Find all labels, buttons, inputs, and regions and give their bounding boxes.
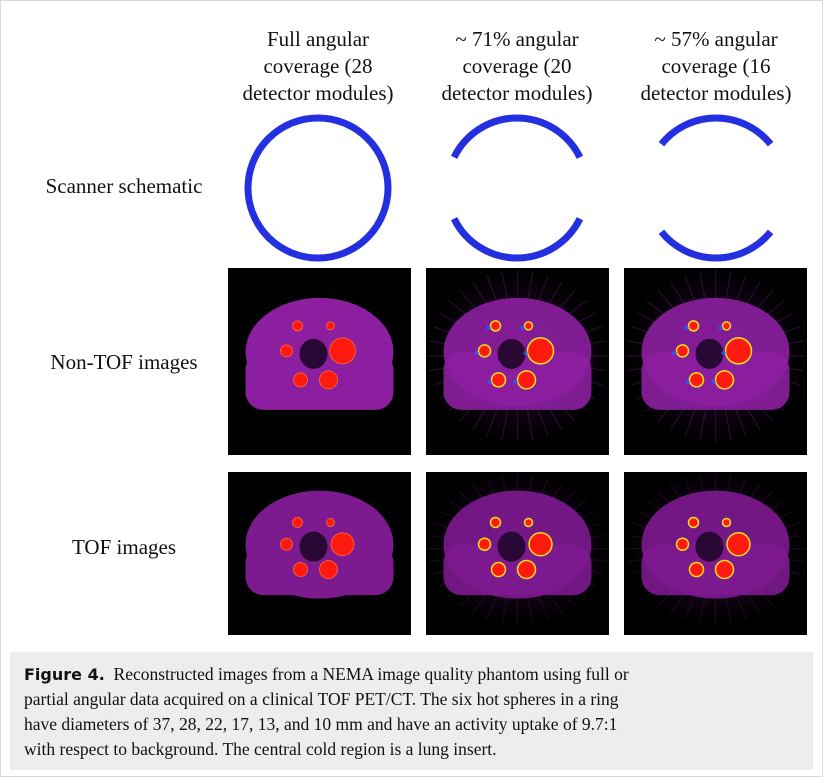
hot-sphere — [716, 371, 734, 389]
hot-sphere — [479, 345, 491, 357]
artifact — [523, 351, 527, 355]
artifact — [684, 326, 688, 330]
artifact — [718, 326, 722, 330]
hot-sphere — [677, 345, 689, 357]
cold-insert — [696, 339, 724, 369]
hot-sphere — [727, 533, 750, 556]
artifact — [721, 351, 725, 355]
caption-line: have diameters of 37, 28, 22, 17, 13, an… — [24, 712, 813, 737]
caption-line: partial angular data acquired on a clini… — [24, 687, 813, 712]
cold-insert — [300, 532, 328, 562]
column-header: ~ 71% angular coverage (20 detector modu… — [417, 26, 617, 107]
hot-sphere — [528, 338, 554, 364]
phantom-image — [426, 268, 609, 455]
header-line: coverage (16 — [616, 53, 816, 80]
hot-sphere — [491, 321, 501, 331]
phantom-image — [228, 268, 411, 455]
scanner-schematics — [248, 118, 771, 258]
hot-sphere — [726, 338, 752, 364]
full-ring — [248, 118, 388, 258]
artifact — [520, 326, 524, 330]
hot-sphere — [479, 538, 491, 550]
hot-sphere — [294, 563, 308, 577]
hot-sphere — [491, 517, 501, 527]
hot-sphere — [492, 563, 506, 577]
artifact — [474, 351, 478, 355]
hot-sphere — [330, 338, 356, 364]
artifact — [672, 351, 676, 355]
ring-arc — [661, 118, 770, 144]
hot-sphere — [716, 561, 734, 579]
hot-sphere — [327, 322, 335, 330]
caption-line: with respect to background. The central … — [24, 737, 813, 762]
header-line: detector modules) — [417, 80, 617, 107]
hot-sphere — [723, 518, 731, 526]
cold-insert — [696, 532, 724, 562]
caption-text: Reconstructed images from a NEMA image q… — [114, 664, 629, 684]
hot-sphere — [677, 538, 689, 550]
cold-insert — [498, 339, 526, 369]
ring-arc — [454, 118, 580, 157]
header-line: Full angular — [218, 26, 418, 53]
column-header: Full angular coverage (28 detector modul… — [218, 26, 418, 107]
header-line: detector modules) — [616, 80, 816, 107]
row-label: TOF images — [24, 535, 224, 560]
ring-arc — [661, 232, 770, 258]
phantom-image — [228, 472, 411, 635]
header-line: detector modules) — [218, 80, 418, 107]
hot-sphere — [689, 517, 699, 527]
phantom-image — [426, 472, 609, 635]
column-header: ~ 57% angular coverage (16 detector modu… — [616, 26, 816, 107]
phantom-image — [624, 268, 807, 455]
header-line: coverage (28 — [218, 53, 418, 80]
hot-sphere — [518, 561, 536, 579]
hot-sphere — [281, 345, 293, 357]
artifact — [513, 380, 517, 384]
artifact — [685, 380, 689, 384]
artifact — [486, 326, 490, 330]
hot-sphere — [492, 373, 506, 387]
hot-sphere — [281, 538, 293, 550]
hot-sphere — [723, 322, 731, 330]
hot-sphere — [327, 518, 335, 526]
header-line: ~ 71% angular — [417, 26, 617, 53]
row-label: Scanner schematic — [24, 174, 224, 199]
row-label: Non-TOF images — [24, 350, 224, 375]
hot-sphere — [331, 533, 354, 556]
phantom-images — [228, 268, 807, 635]
hot-sphere — [690, 563, 704, 577]
hot-sphere — [529, 533, 552, 556]
caption-label: Figure 4. — [24, 665, 105, 684]
hot-sphere — [294, 373, 308, 387]
cold-insert — [498, 532, 526, 562]
hot-sphere — [689, 321, 699, 331]
cold-insert — [300, 339, 328, 369]
artifact — [487, 380, 491, 384]
hot-sphere — [518, 371, 536, 389]
hot-sphere — [525, 322, 533, 330]
hot-sphere — [525, 518, 533, 526]
hot-sphere — [293, 517, 303, 527]
hot-sphere — [293, 321, 303, 331]
ring-arc — [454, 219, 580, 258]
caption-line: Figure 4. Reconstructed images from a NE… — [24, 662, 813, 687]
header-line: coverage (20 — [417, 53, 617, 80]
artifact — [711, 380, 715, 384]
hot-sphere — [320, 371, 338, 389]
header-line: ~ 57% angular — [616, 26, 816, 53]
page: Full angular coverage (28 detector modul… — [0, 0, 823, 777]
hot-sphere — [320, 561, 338, 579]
phantom-image — [624, 472, 807, 635]
caption: Figure 4. Reconstructed images from a NE… — [10, 652, 813, 770]
hot-sphere — [690, 373, 704, 387]
